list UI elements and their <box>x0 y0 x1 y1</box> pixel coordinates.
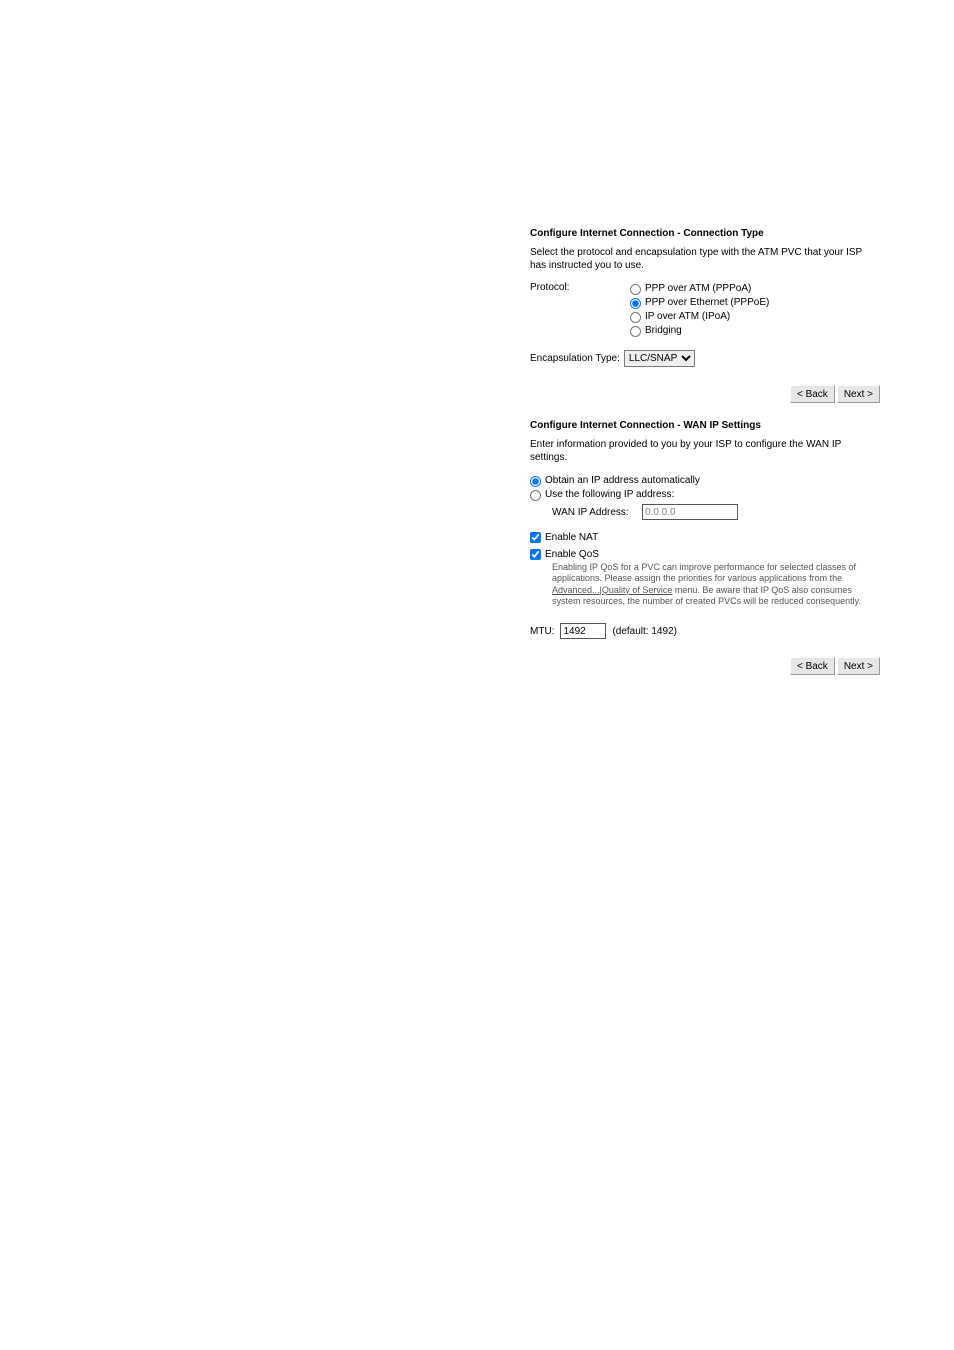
protocol-option-label: IP over ATM (IPoA) <box>645 310 730 324</box>
title-sub: WAN IP Settings <box>683 420 761 431</box>
title-sep: - <box>674 420 683 431</box>
mtu-label: MTU: <box>530 626 554 637</box>
enable-nat-label: Enable NAT <box>545 532 598 543</box>
back-button[interactable]: < Back <box>790 385 835 403</box>
mtu-input[interactable] <box>560 623 606 639</box>
protocol-option-ipoa[interactable]: IP over ATM (IPoA) <box>630 310 880 324</box>
next-button[interactable]: Next > <box>837 385 880 403</box>
connection-type-panel: Configure Internet Connection - Connecti… <box>530 228 880 403</box>
ip-mode-static-label: Use the following IP address: <box>545 488 674 502</box>
wan-ip-label: WAN IP Address: <box>552 507 642 518</box>
title-prefix: Configure Internet Connection <box>530 228 674 239</box>
qos-explain-link[interactable]: Advanced...|Quality of Service <box>552 585 672 595</box>
qos-explain-pre: Enabling IP QoS for a PVC can improve pe… <box>552 562 856 583</box>
enable-nat[interactable]: Enable NAT <box>530 532 880 543</box>
protocol-option-label: PPP over ATM (PPPoA) <box>645 282 751 296</box>
protocol-option-label: PPP over Ethernet (PPPoE) <box>645 296 769 310</box>
panel2-blurb: Enter information provided to you by you… <box>530 439 880 464</box>
protocol-radio-ipoa[interactable] <box>630 312 641 323</box>
ip-mode-auto-radio[interactable] <box>530 476 541 487</box>
panel1-title: Configure Internet Connection - Connecti… <box>530 228 880 239</box>
back-button[interactable]: < Back <box>790 657 835 675</box>
protocol-option-label: Bridging <box>645 324 682 338</box>
enable-qos-label: Enable QoS <box>545 549 599 560</box>
protocol-option-pppoa[interactable]: PPP over ATM (PPPoA) <box>630 282 880 296</box>
encapsulation-select[interactable]: LLC/SNAP <box>624 350 695 367</box>
enable-nat-checkbox[interactable] <box>530 532 541 543</box>
ip-mode-static-radio[interactable] <box>530 490 541 501</box>
qos-explain: Enabling IP QoS for a PVC can improve pe… <box>552 562 880 607</box>
mtu-hint: (default: 1492) <box>612 626 677 637</box>
protocol-label: Protocol: <box>530 282 630 293</box>
wan-ip-input[interactable] <box>642 504 738 520</box>
title-sep: - <box>674 228 683 239</box>
title-sub: Connection Type <box>683 228 763 239</box>
protocol-radio-pppoe[interactable] <box>630 298 641 309</box>
enable-qos-checkbox[interactable] <box>530 549 541 560</box>
ip-mode-auto[interactable]: Obtain an IP address automatically <box>530 474 880 488</box>
ip-mode-auto-label: Obtain an IP address automatically <box>545 474 700 488</box>
protocol-option-bridging[interactable]: Bridging <box>630 324 880 338</box>
wan-ip-settings-panel: Configure Internet Connection - WAN IP S… <box>530 420 880 675</box>
next-button[interactable]: Next > <box>837 657 880 675</box>
protocol-option-pppoe[interactable]: PPP over Ethernet (PPPoE) <box>630 296 880 310</box>
panel2-title: Configure Internet Connection - WAN IP S… <box>530 420 880 431</box>
ip-mode-static[interactable]: Use the following IP address: <box>530 488 880 502</box>
encapsulation-label: Encapsulation Type: <box>530 353 620 364</box>
title-prefix: Configure Internet Connection <box>530 420 674 431</box>
panel1-blurb: Select the protocol and encapsulation ty… <box>530 247 880 272</box>
protocol-radio-bridging[interactable] <box>630 326 641 337</box>
enable-qos[interactable]: Enable QoS <box>530 549 880 560</box>
protocol-radio-pppoa[interactable] <box>630 284 641 295</box>
